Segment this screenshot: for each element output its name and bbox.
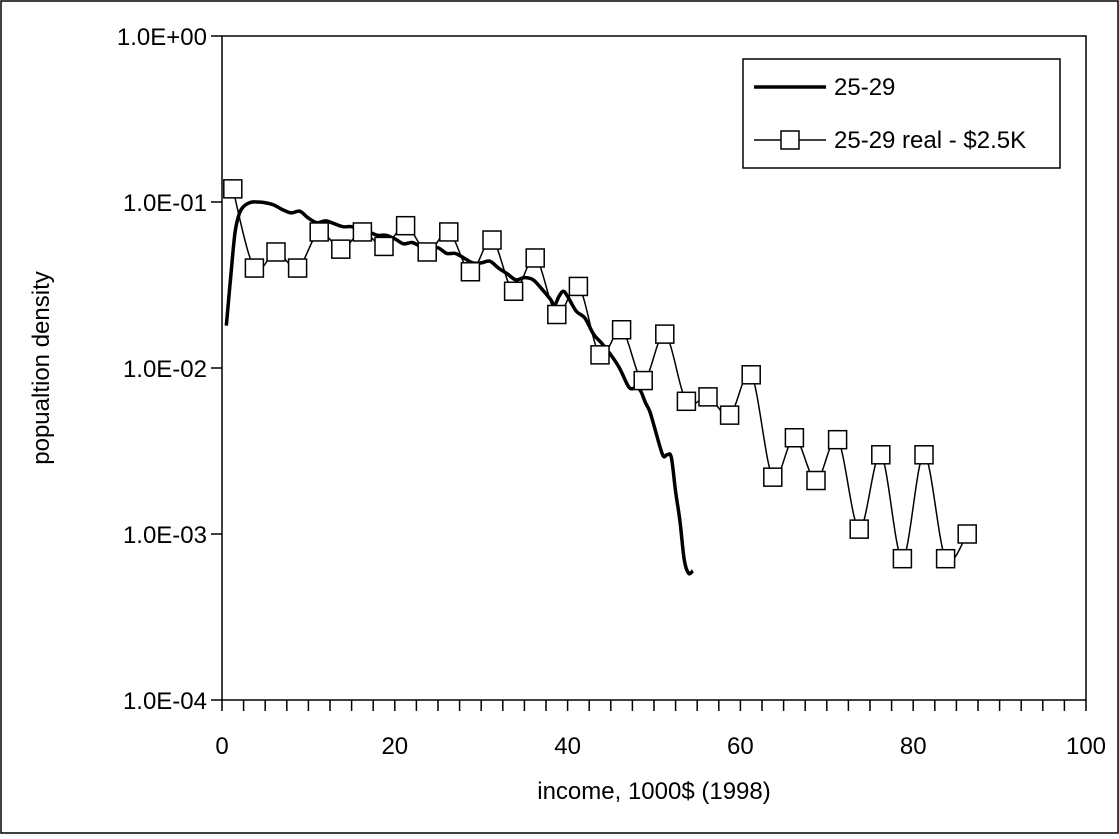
data-point-square xyxy=(892,548,913,569)
x-tick-label: 0 xyxy=(215,733,228,760)
data-point-square xyxy=(287,258,308,278)
data-point-square xyxy=(633,370,653,391)
data-point-square xyxy=(784,428,805,448)
x-tick-label: 100 xyxy=(1066,733,1106,760)
y-tick-label: 1.0E-01 xyxy=(123,190,207,217)
data-point-square xyxy=(547,304,567,325)
x-tick-label: 80 xyxy=(900,733,927,760)
data-point-square xyxy=(741,365,761,385)
data-point-square xyxy=(266,242,286,262)
data-point-square xyxy=(698,387,718,407)
series-line-25-29 xyxy=(224,200,695,576)
legend-box xyxy=(742,58,1061,169)
x-axis-title: income, 1000$ (1998) xyxy=(537,778,770,805)
data-point-square xyxy=(935,548,956,569)
data-point-square xyxy=(849,519,869,539)
data-point-square xyxy=(676,391,697,412)
y-tick-label: 1.0E+00 xyxy=(117,24,207,51)
x-tick-label: 60 xyxy=(727,733,754,760)
data-point-square xyxy=(482,230,502,250)
data-point-square xyxy=(525,248,545,268)
data-point-square xyxy=(914,445,934,465)
data-point-square xyxy=(590,345,610,365)
x-tick-label: 40 xyxy=(554,733,581,760)
x-axis: 0 20 40 60 80 100 xyxy=(215,700,1106,760)
y-tick-label: 1.0E-04 xyxy=(123,688,207,715)
x-tick-label: 20 xyxy=(381,733,408,760)
data-point-square xyxy=(655,324,675,344)
y-tick-label: 1.0E-02 xyxy=(123,356,207,383)
data-point-square xyxy=(309,222,329,242)
legend: 25-29 25-29 real - $2.5K xyxy=(742,58,1061,169)
data-point-square xyxy=(374,236,394,257)
data-point-square xyxy=(395,215,416,236)
series-layer xyxy=(223,179,977,576)
data-point-square xyxy=(763,467,783,487)
data-point-square xyxy=(568,276,589,297)
data-point-square xyxy=(611,319,632,340)
legend-label-25-29: 25-29 xyxy=(834,74,895,101)
data-point-square xyxy=(460,262,481,282)
data-point-square xyxy=(331,239,351,259)
legend-marker-square xyxy=(780,130,800,150)
data-point-square xyxy=(439,222,459,242)
data-point-square xyxy=(244,258,265,278)
data-point-square xyxy=(223,179,243,199)
y-axis-title: popualtion density xyxy=(28,271,55,464)
data-point-square xyxy=(871,445,891,465)
data-point-square xyxy=(417,242,437,262)
y-tick-label: 1.0E-03 xyxy=(123,522,207,549)
data-point-square xyxy=(719,405,740,425)
legend-label-25-29-real: 25-29 real - $2.5K xyxy=(834,127,1026,154)
y-axis: 1.0E+00 1.0E-01 1.0E-02 1.0E-03 1.0E-04 xyxy=(117,24,222,715)
data-point-square xyxy=(503,281,524,301)
data-point-square xyxy=(352,222,373,242)
data-point-square xyxy=(957,524,977,544)
data-point-square xyxy=(827,429,848,450)
data-point-square xyxy=(806,470,826,491)
